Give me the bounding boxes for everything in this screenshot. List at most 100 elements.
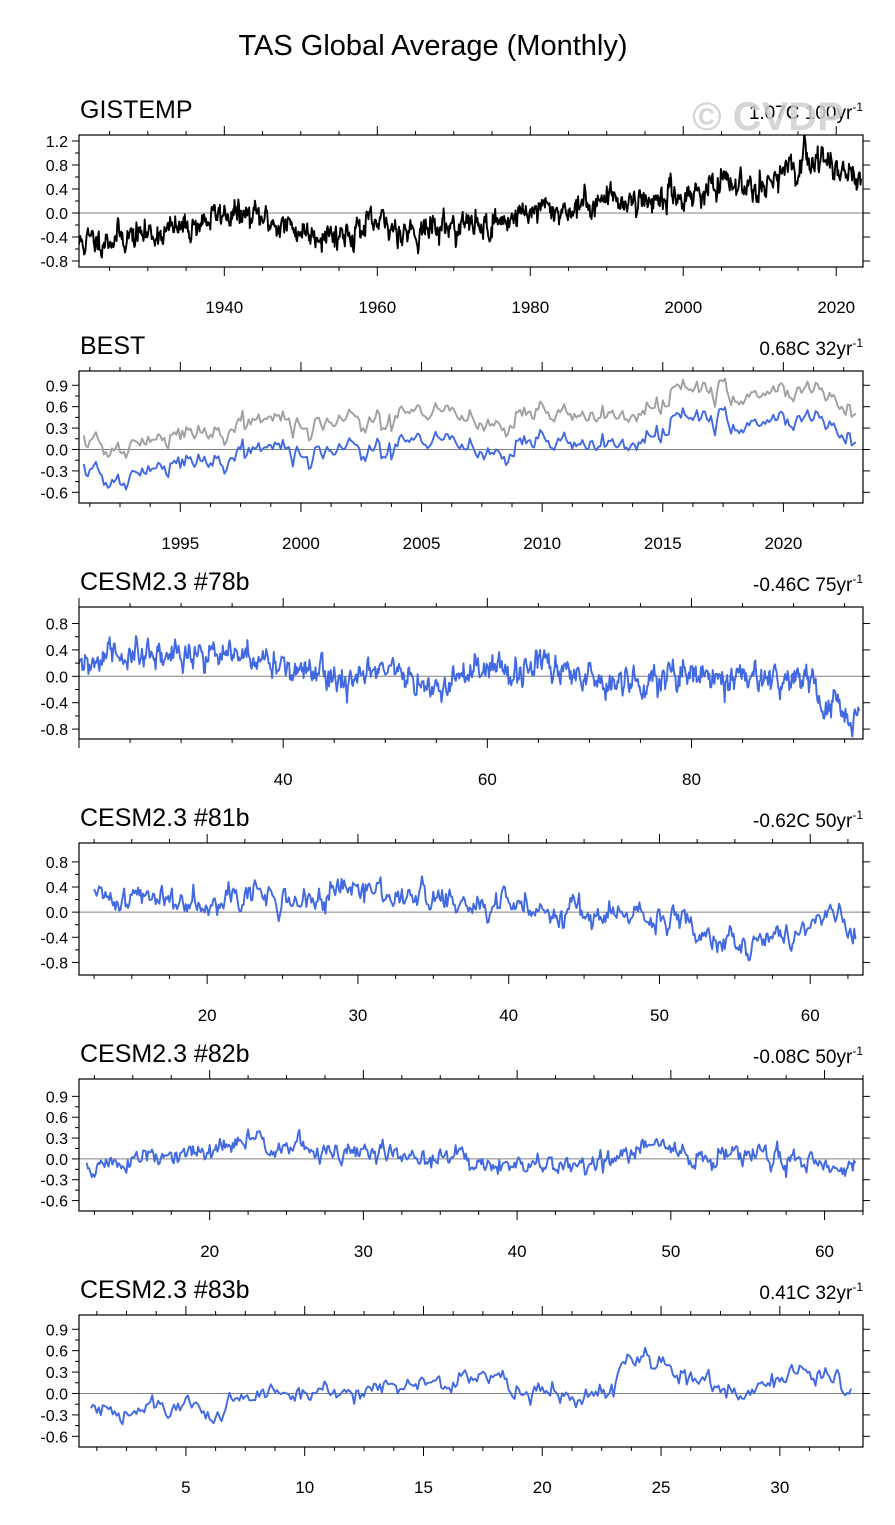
panel-title: CESM2.3 #78b	[80, 568, 250, 596]
y-tick-label: 0.4	[46, 643, 68, 660]
x-tick-label: 25	[652, 1478, 671, 1497]
trend-label: -0.46C 75yr-1	[753, 572, 863, 596]
trend-exponent: -1	[852, 336, 863, 350]
x-tick-label: 20	[200, 1242, 219, 1261]
y-tick-label: 0.3	[46, 1365, 68, 1382]
panels: GISTEMP 1.07C 100yr-1-0.8-0.40.00.40.81.2…	[40, 96, 870, 1497]
y-tick-label: 0.4	[46, 182, 68, 199]
y-tick-label: -0.4	[40, 230, 68, 247]
series-line	[79, 634, 861, 738]
y-tick-label: 0.9	[46, 1089, 68, 1106]
panel-title: CESM2.3 #82b	[80, 1040, 250, 1068]
x-tick-label: 10	[295, 1478, 314, 1497]
x-tick-label: 20	[198, 1006, 217, 1025]
y-tick-label: 0.9	[46, 1322, 68, 1339]
trend-exponent: -1	[852, 1044, 863, 1058]
panel-4: CESM2.3 #82b -0.08C 50yr-1 -0.6 -0.3 0.0 0.3 0…	[40, 1040, 870, 1261]
trend-label: 0.68C 32yr-1	[759, 336, 863, 360]
x-tick-label: 2005	[403, 534, 441, 553]
y-tick-label: 0.8	[46, 617, 68, 634]
y-tick-label: 0.8	[46, 855, 68, 872]
trend-label: 1.07C 100yr-1	[749, 100, 864, 124]
x-tick-label: 30	[354, 1242, 373, 1261]
y-tick-label: -0.4	[40, 930, 68, 947]
x-tick-label: 1980	[511, 298, 549, 317]
panel-0: GISTEMP 1.07C 100yr-1 -0.8 -0.4 0.0 0.4 0.8 1.2…	[40, 96, 870, 317]
x-tick-label: 60	[801, 1006, 820, 1025]
series-line	[82, 406, 857, 491]
panel-title: CESM2.3 #81b	[80, 804, 250, 832]
plot-frame	[78, 1078, 864, 1212]
x-tick-label: 2020	[817, 298, 855, 317]
trend-label: -0.08C 50yr-1	[753, 1044, 863, 1068]
trend-value: 0.41C 32yr	[759, 1283, 853, 1304]
y-tick-label: 0.9	[46, 378, 68, 395]
y-tick-label: 0.6	[46, 400, 68, 417]
y-tick-label: 0.3	[46, 1131, 68, 1148]
y-tick-label: 0.0	[46, 905, 68, 922]
y-tick-label: -0.4	[40, 696, 68, 713]
series-line	[90, 1346, 852, 1426]
trend-exponent: -1	[852, 1280, 863, 1294]
y-tick-label: 0.6	[46, 1344, 68, 1361]
panel-title: BEST	[80, 332, 145, 360]
trend-value: 1.07C 100yr	[749, 103, 853, 124]
y-tick-label: -0.6	[40, 1429, 68, 1446]
x-tick-label: 30	[348, 1006, 367, 1025]
y-tick-label: 0.0	[46, 669, 68, 686]
trend-exponent: -1	[852, 100, 863, 114]
x-tick-label: 2000	[664, 298, 702, 317]
series-line	[93, 875, 857, 962]
x-tick-label: 60	[478, 770, 497, 789]
figure-title: TAS Global Average (Monthly)	[239, 30, 628, 62]
panel-3: CESM2.3 #81b -0.62C 50yr-1 -0.8 -0.4 0.0 0.4 0…	[40, 804, 870, 1025]
trend-value: -0.46C 75yr	[753, 575, 853, 596]
x-tick-label: 5	[181, 1478, 190, 1497]
series-line	[82, 377, 857, 459]
y-tick-label: -0.8	[40, 955, 68, 972]
x-tick-label: 15	[414, 1478, 433, 1497]
y-tick-label: 0.0	[46, 1386, 68, 1403]
x-tick-label: 50	[661, 1242, 680, 1261]
x-tick-label: 80	[682, 770, 701, 789]
trend-value: -0.62C 50yr	[753, 811, 853, 832]
y-tick-label: 0.3	[46, 421, 68, 438]
trend-label: 0.41C 32yr-1	[759, 1280, 863, 1304]
trend-exponent: -1	[852, 572, 863, 586]
y-tick-label: 0.4	[46, 880, 68, 897]
x-tick-label: 20	[533, 1478, 552, 1497]
y-tick-label: 1.2	[46, 134, 68, 151]
y-tick-label: 0.0	[46, 206, 68, 223]
y-tick-label: 0.8	[46, 158, 68, 175]
x-tick-label: 60	[815, 1242, 834, 1261]
x-tick-label: 40	[274, 770, 293, 789]
panel-title: GISTEMP	[80, 96, 193, 124]
x-tick-label: 2010	[523, 534, 561, 553]
x-tick-label: 1995	[161, 534, 199, 553]
plot-frame	[78, 1314, 864, 1448]
x-tick-label: 50	[650, 1006, 669, 1025]
x-tick-label: 2020	[764, 534, 802, 553]
y-tick-label: -0.3	[40, 1408, 68, 1425]
plot-frame	[78, 606, 864, 740]
y-tick-label: 0.0	[46, 442, 68, 459]
x-tick-label: 2000	[282, 534, 320, 553]
panel-title: CESM2.3 #83b	[80, 1276, 250, 1304]
x-tick-label: 40	[508, 1242, 527, 1261]
panel-5: CESM2.3 #83b 0.41C 32yr-1 -0.6 -0.3 0.0 0.3 0.…	[40, 1276, 870, 1497]
y-tick-label: -0.3	[40, 1173, 68, 1190]
trend-label: -0.62C 50yr-1	[753, 808, 863, 832]
trend-value: 0.68C 32yr	[759, 339, 853, 360]
y-tick-label: 0.6	[46, 1110, 68, 1127]
y-tick-label: -0.8	[40, 722, 68, 739]
y-tick-label: -0.8	[40, 254, 68, 271]
series-line	[85, 1128, 857, 1179]
plot-frame	[78, 134, 864, 268]
panel-2: CESM2.3 #78b -0.46C 75yr-1 -0.8 -0.4 0.0 0.4 0…	[40, 568, 870, 789]
trend-value: -0.08C 50yr	[753, 1047, 853, 1068]
y-tick-label: 0.0	[46, 1152, 68, 1169]
watermark: © CVDP	[692, 95, 844, 139]
x-tick-label: 1940	[205, 298, 243, 317]
y-tick-label: -0.6	[40, 1194, 68, 1211]
